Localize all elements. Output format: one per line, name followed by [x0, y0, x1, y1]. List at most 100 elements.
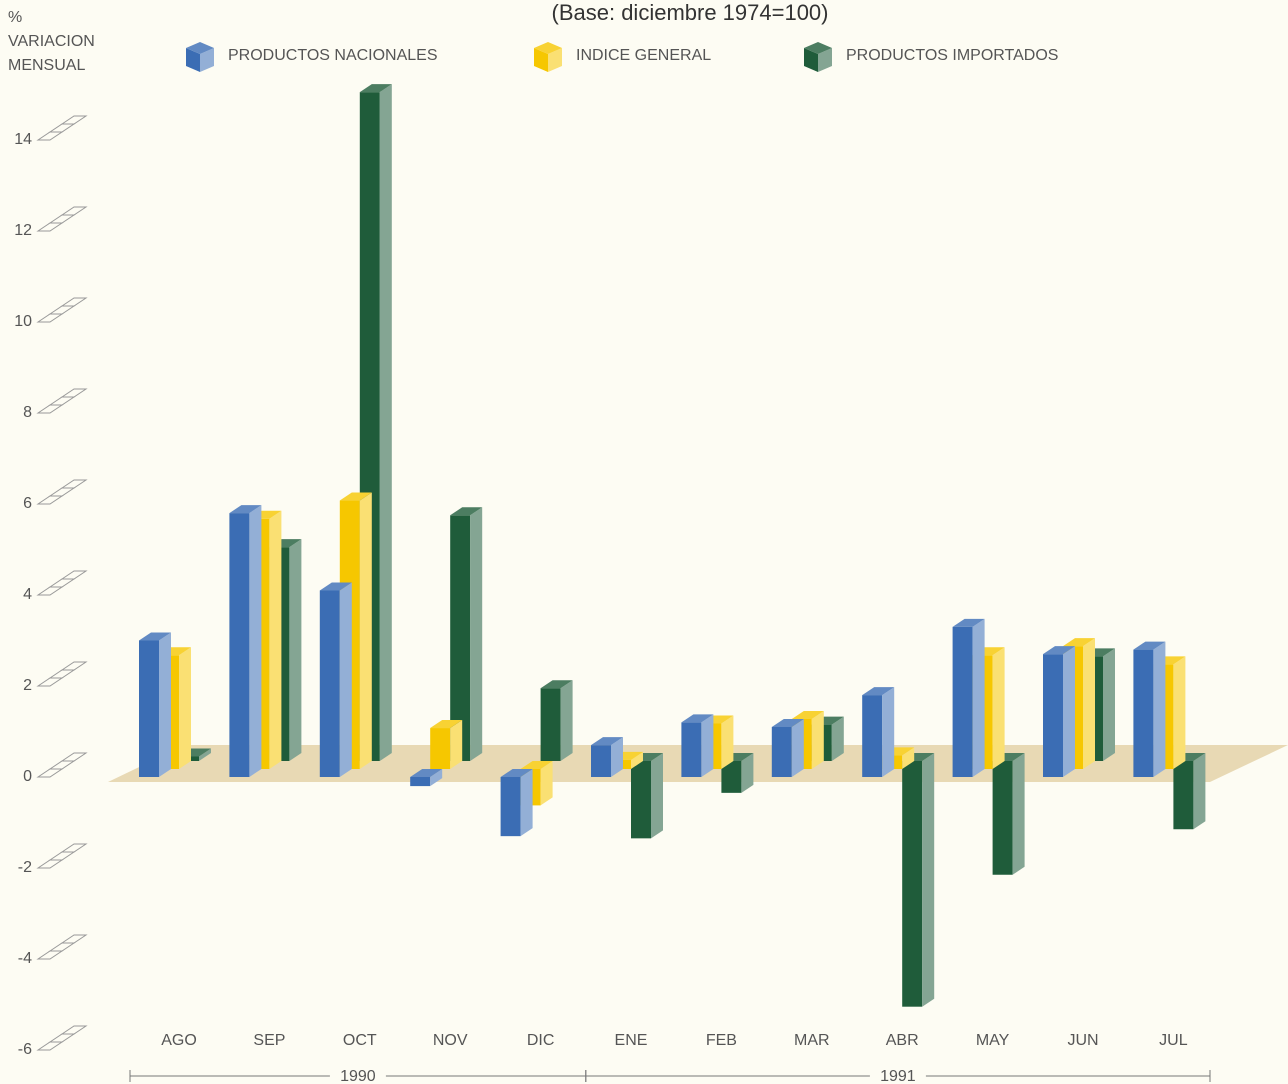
bar-side — [611, 737, 623, 777]
tick-mark — [36, 206, 88, 232]
legend-label: INDICE GENERAL — [576, 47, 711, 64]
bar-side — [540, 761, 553, 806]
tick-diamond — [60, 1025, 88, 1035]
bar-front — [992, 761, 1013, 875]
tick-mark — [36, 570, 88, 596]
bar-top — [791, 710, 824, 719]
bar-top — [319, 582, 352, 591]
x-tick-label: SEP — [253, 1032, 285, 1049]
bar-top — [450, 507, 483, 516]
tick-mark — [36, 661, 88, 687]
y-tick-label: 10 — [14, 313, 32, 330]
y-axis-label: VARIACION — [8, 33, 95, 50]
tick-diamond — [60, 479, 88, 489]
bar — [591, 737, 623, 777]
bar-front — [721, 761, 742, 793]
tick-diamond — [36, 677, 64, 687]
bar — [1043, 646, 1075, 777]
bar-side — [701, 714, 714, 777]
cube-left — [804, 48, 818, 72]
bar — [952, 618, 985, 777]
tick-diamond — [60, 752, 88, 762]
tick-diamond — [60, 843, 88, 853]
bar-side — [1173, 656, 1186, 769]
tick-diamond — [36, 859, 64, 869]
bar — [1133, 641, 1166, 777]
bar — [139, 632, 171, 777]
tick-diamond — [60, 570, 88, 580]
tick-diamond — [36, 404, 64, 414]
bar — [992, 753, 1025, 875]
bar-top — [1133, 641, 1166, 650]
bar-top — [1063, 638, 1095, 647]
bar-top — [1043, 646, 1075, 655]
bar-top — [430, 720, 463, 729]
bar-front — [450, 515, 471, 761]
tick-diamond — [48, 1033, 76, 1043]
bar-front — [591, 745, 611, 777]
bar-front — [1043, 654, 1063, 777]
y-tick-label: 14 — [14, 131, 32, 148]
y-axis-label: MENSUAL — [8, 57, 85, 74]
y-tick-label: 12 — [14, 222, 32, 239]
bar-front — [139, 640, 159, 777]
bar — [902, 753, 935, 1007]
cube-left — [186, 48, 200, 72]
x-tick-label: FEB — [706, 1032, 737, 1049]
bar-front — [540, 688, 561, 761]
x-tick-label: JUN — [1067, 1032, 1098, 1049]
cube-top — [534, 42, 562, 54]
x-tick-label: ENE — [615, 1032, 648, 1049]
tick-mark — [36, 115, 88, 141]
tick-diamond — [36, 586, 64, 596]
group-label: 1990 — [340, 1068, 376, 1084]
x-tick-label: MAR — [794, 1032, 830, 1049]
bar-front — [229, 513, 250, 777]
bar-top — [359, 84, 392, 93]
bar-side — [1103, 648, 1115, 761]
bar-side — [1063, 646, 1075, 777]
legend-icon — [804, 42, 832, 72]
tick-diamond — [48, 578, 76, 588]
legend-label: PRODUCTOS IMPORTADOS — [846, 47, 1058, 64]
bar — [450, 507, 483, 761]
bar-front — [319, 590, 340, 777]
tick-diamond — [36, 131, 64, 141]
bar-side — [179, 647, 191, 769]
legend-label: PRODUCTOS NACIONALES — [228, 47, 438, 64]
tick-diamond — [36, 313, 64, 323]
cube-top — [186, 42, 214, 54]
tick-diamond — [60, 297, 88, 307]
y-tick-label: 2 — [23, 677, 32, 694]
tick-mark — [36, 388, 88, 414]
y-tick-label: -6 — [18, 1041, 32, 1058]
bar-front — [1133, 649, 1154, 777]
tick-diamond — [36, 495, 64, 505]
bar — [862, 687, 895, 777]
bar-side — [902, 747, 915, 769]
bar — [771, 718, 804, 777]
bar-side — [721, 715, 734, 769]
tick-diamond — [48, 760, 76, 770]
bar-side — [922, 753, 935, 1007]
bar-top — [681, 714, 714, 723]
x-tick-label: NOV — [433, 1032, 468, 1049]
bar-side — [631, 751, 643, 769]
tick-diamond — [36, 768, 64, 778]
bar-top — [520, 761, 553, 769]
bar — [500, 769, 533, 837]
bar — [319, 582, 352, 777]
x-tick-label: JUL — [1159, 1032, 1188, 1049]
x-tick-label: MAY — [976, 1032, 1010, 1049]
bar — [631, 753, 663, 839]
bar-top — [591, 737, 623, 746]
tick-diamond — [48, 396, 76, 406]
bar-top — [410, 769, 443, 777]
tick-mark — [36, 1025, 88, 1051]
bar-top — [339, 492, 372, 501]
tick-diamond — [36, 950, 64, 960]
y-tick-label: 4 — [23, 586, 32, 603]
bar-side — [339, 582, 352, 777]
tick-mark — [36, 752, 88, 778]
